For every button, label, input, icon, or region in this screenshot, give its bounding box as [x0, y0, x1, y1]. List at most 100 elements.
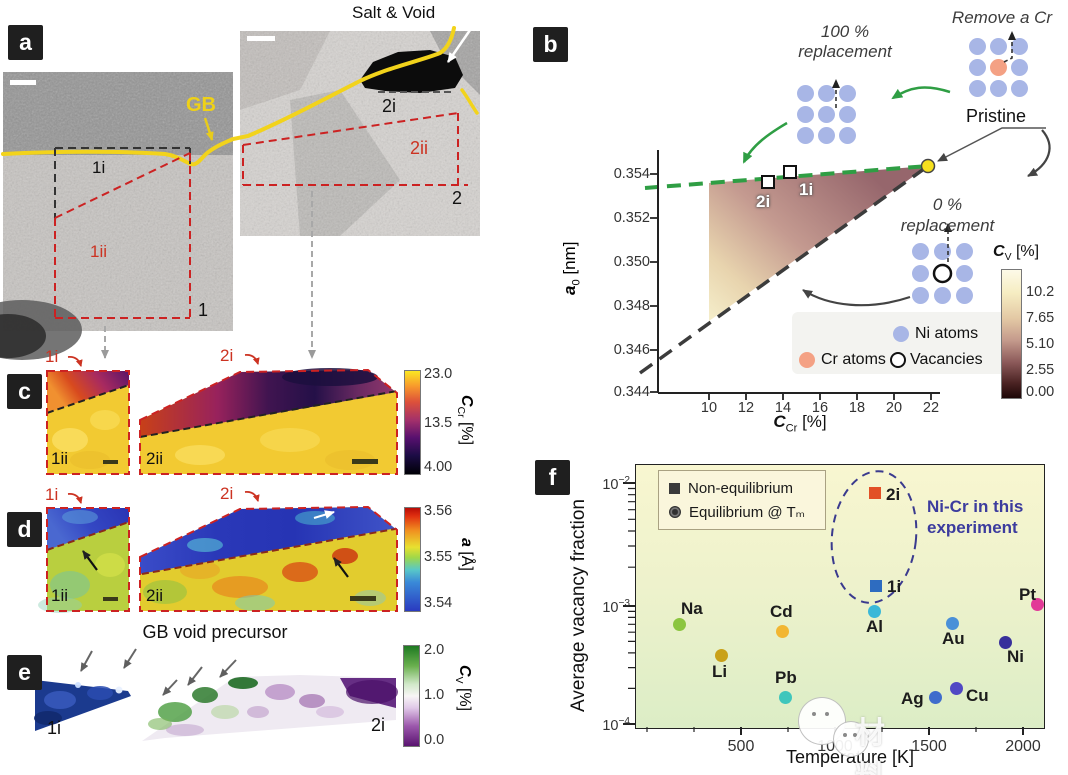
atom-grid-remove-cr: [969, 31, 1028, 97]
remove-cr-label: Remove a Cr: [951, 8, 1053, 27]
point-au: [946, 617, 959, 630]
point-label-pb: Pb: [775, 668, 797, 687]
grain-boundary-line: [1, 26, 456, 167]
vacancies-label: Vacancies: [910, 351, 983, 368]
c-corner-2ii: 2ii: [146, 449, 164, 468]
b-cbar-tick-0: 10.2: [1026, 284, 1055, 300]
legend-non-equilibrium: Non-equilibrium: [688, 479, 794, 497]
b-xtick-2: 14: [774, 400, 792, 416]
pristine-label: Pristine: [966, 106, 1027, 126]
image-2-number: 2: [452, 188, 463, 208]
vacancy-map-1: [34, 680, 131, 731]
point-label-2i: 2i: [886, 485, 901, 504]
c-corner-1ii: 1ii: [51, 449, 69, 468]
atom-grid-100pct: [797, 79, 856, 144]
point-li: [715, 649, 728, 662]
f-xtick-3: 2000: [1005, 738, 1041, 755]
f-ytick-1: 10−3: [602, 598, 630, 616]
point-ni: [999, 636, 1012, 649]
replacement-0-line2: replacement: [900, 216, 995, 235]
d-tag-2i: 2i: [220, 484, 234, 503]
b-x-axis-label: CCr [%]: [773, 412, 827, 435]
panel-label-c: c: [7, 374, 42, 409]
image-1-number: 1: [198, 300, 209, 320]
d-tag-1i: 1i: [45, 485, 59, 504]
scale-bar-1: [10, 80, 36, 85]
c-cbar-tick-0: 23.0: [424, 366, 453, 382]
panel-label-f: f: [535, 460, 570, 495]
point-cd: [776, 625, 789, 638]
e-colorbar: [403, 645, 420, 747]
grain-boundary-line-right: [460, 88, 479, 115]
pristine-point: [920, 158, 936, 174]
b-ytick-3: 0.348: [613, 298, 650, 314]
tem-image-1: [0, 72, 233, 360]
c-scale-bar-1: [103, 460, 118, 464]
d-tag1-arrow: [67, 493, 83, 504]
b-ytick-1: 0.352: [613, 210, 650, 226]
b-cbar-tick-3: 2.55: [1026, 362, 1055, 378]
salt-void-label: Salt & Void: [352, 3, 436, 22]
legend-equilibrium: Equilibrium @ Tₘ: [689, 503, 805, 521]
gb-arrow: [203, 117, 214, 141]
e-map1-label: 1i: [47, 718, 62, 738]
c-tag-2i: 2i: [220, 346, 234, 365]
b-colorbar-title: CV [%]: [993, 243, 1040, 264]
gb-label: GB: [186, 94, 216, 116]
point-label-cd: Cd: [770, 602, 793, 621]
f-ytick-2: 10−4: [602, 716, 630, 734]
b-cbar-tick-2: 5.10: [1026, 336, 1055, 352]
point-label-cu: Cu: [966, 686, 989, 705]
f-xtick-0: 500: [727, 738, 755, 755]
b-ytick-0: 0.354: [613, 166, 650, 182]
equilibrium-marker: [669, 505, 681, 518]
point-label-ni: Ni: [1007, 647, 1024, 666]
replacement-100-line1: 100 %: [820, 22, 870, 41]
f-ytick-0: 10−2: [602, 475, 630, 493]
f-x-axis-label: Temperature [K]: [785, 747, 915, 767]
f-y-axis-label: Average vacancy fraction: [568, 499, 589, 712]
point-pb: [779, 691, 792, 704]
panel-label-e: e: [7, 655, 42, 690]
point-label-ag: Ag: [901, 689, 924, 708]
point-al: [868, 605, 881, 618]
point-ag: [929, 691, 942, 704]
e-cbar-tick-1: 1.0: [424, 687, 445, 703]
region-1ii-label: 1ii: [90, 242, 108, 261]
point-label-au: Au: [942, 629, 965, 648]
c-tag1-arrow: [67, 356, 83, 367]
b-cbar-tick-1: 7.65: [1026, 310, 1055, 326]
watermark-text: 材料科学与工程: [855, 717, 888, 775]
c-scale-bar-2: [352, 459, 378, 464]
b-cbar-tick-4: 0.00: [1026, 384, 1055, 400]
gb-void-precursor-title: GB void precursor: [142, 622, 288, 642]
vacancy-map-2: [142, 675, 398, 741]
green-arrow-1: [891, 86, 951, 100]
c-colorbar: [404, 370, 421, 475]
b-y-axis-label: a0 [nm]: [560, 241, 583, 295]
panel-label-d: d: [7, 512, 42, 547]
b-ytick-4: 0.346: [613, 342, 650, 358]
e-map2-label: 2i: [371, 715, 386, 735]
pristine-leader: [937, 127, 1046, 162]
point-1i: [870, 580, 882, 592]
cr-atom-icon: [799, 352, 815, 368]
b-xtick-0: 10: [700, 400, 718, 416]
dark-arrow-1: [1027, 129, 1051, 177]
green-arrow-2: [742, 121, 788, 164]
point-pt: [1031, 598, 1044, 611]
lattice-map-1: [38, 507, 130, 613]
point-cu: [950, 682, 963, 695]
marker-1i-label: 1i: [799, 180, 814, 199]
d-corner-1ii: 1ii: [51, 586, 69, 605]
point-label-na: Na: [681, 599, 703, 618]
region-2ii-outline: [242, 112, 468, 186]
non-equilibrium-marker: [669, 482, 680, 494]
b-xtick-1: 12: [737, 400, 755, 416]
e-cbar-tick-0: 2.0: [424, 642, 445, 658]
d-scale-bar-1: [103, 597, 118, 601]
tem-image-2: [240, 31, 480, 236]
e-colorbar-title: CV [%]: [452, 665, 473, 712]
